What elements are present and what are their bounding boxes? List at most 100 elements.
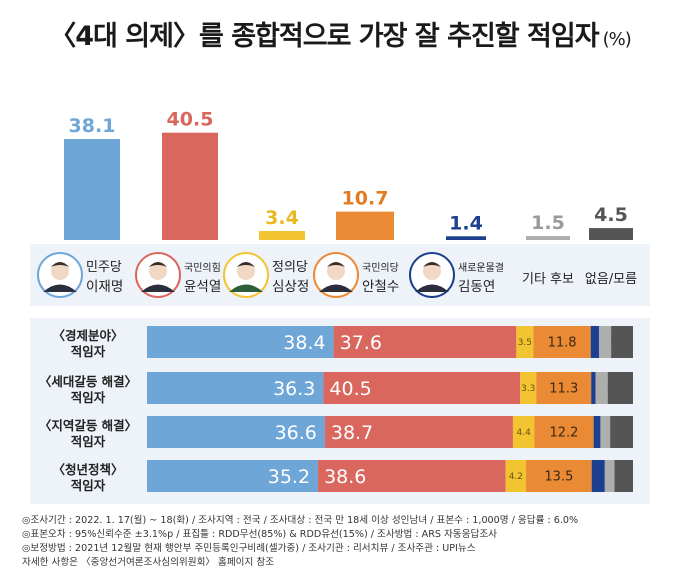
avatar-body-icon [43,284,77,292]
stacked-value-label: 40.5 [329,378,371,400]
candidate-name-label: 윤석열 [184,279,221,295]
footnote-line: 자세한 사항은 〈중앙선거여론조사심의위원회〉 홈페이지 참조 [22,557,275,568]
stacked-segment [512,416,535,448]
stacked-segment [526,460,592,492]
candidate-value-label: 1.5 [531,212,565,234]
stacked-segment [611,326,633,358]
avatar-body-icon [415,284,449,292]
stacked-value-label: 37.6 [340,332,382,354]
stacked-segment [595,372,608,404]
stacked-segment [147,326,334,358]
stacked-segment [591,372,596,404]
candidate-name-label: 이재명 [86,279,123,295]
stacked-value-label: 3.3 [521,384,535,394]
candidate-party-label: 정의당 [272,260,308,275]
row-label: 적임자 [71,478,106,493]
candidate-party-label: 새로운물결 [458,262,504,274]
candidate-avatar [135,252,181,298]
avatar-body-icon [319,284,353,292]
avatar-hair-icon [51,262,69,267]
footnote-line: ◎표본오차 : 95%신뢰수준 ±3.1%p / 표집틀 : RDD무선(85%… [22,529,498,540]
stacked-segment [324,416,513,448]
avatar-body-icon [229,284,263,292]
stacked-segment [147,416,325,448]
candidate-bar [162,132,218,240]
candidate-name-label: 심상정 [272,279,309,295]
stacked-segment [505,460,527,492]
candidate-name-label: 기타 후보 [522,272,574,287]
stacked-segment [333,326,517,358]
candidate-bar [64,139,120,240]
row-label: 적임자 [71,390,106,405]
avatar-hair-icon [237,262,255,267]
footnote-line: ◎조사기간 : 2022. 1. 17(월) ~ 18(화) / 조사지역 : … [22,515,579,526]
row-label: 〈경제분야〉 [52,328,123,343]
stacked-value-label: 11.3 [549,382,578,397]
stacked-segment [534,416,594,448]
candidate-party-label: 국민의당 [362,262,399,274]
stacked-value-label: 13.5 [544,470,573,485]
stacked-segment [147,372,324,404]
stacked-segment [147,460,319,492]
unit-label: (%) [602,29,632,50]
stacked-value-label: 35.2 [268,466,310,488]
candidate-bar [589,228,633,240]
stacked-value-label: 38.4 [283,332,325,354]
avatar-face-icon [51,262,69,280]
stacked-value-label: 11.8 [548,336,577,351]
stacked-segment [604,460,615,492]
stacked-value-label: 3.5 [518,338,532,348]
row-label: 〈세대갈등 해결〉 [39,374,137,389]
candidate-party-label: 국민의힘 [184,262,221,274]
footnote-line: ◎보정방법 : 2021년 12월말 현재 행안부 주민등록인구비례(셀가중) … [22,543,476,554]
candidate-name-label: 안철수 [362,279,399,295]
candidate-avatar [409,252,455,298]
stacked-segment [323,372,521,404]
stacked-value-label: 36.3 [273,378,315,400]
stacked-segment [600,416,611,448]
candidate-value-label: 3.4 [265,207,299,229]
avatar-face-icon [237,262,255,280]
candidate-value-label: 38.1 [69,115,116,137]
stacked-segment [590,326,599,358]
candidate-bar [259,230,305,240]
stacked-segment [516,326,534,358]
stacked-segment [598,326,612,358]
avatar-face-icon [327,262,345,280]
avatar-hair-icon [327,262,345,267]
avatar-face-icon [149,262,167,280]
row-label: 적임자 [71,434,106,449]
chart-title: 〈4대 의제〉를 종합적으로 가장 잘 추진할 적임자 (%) [0,14,680,53]
candidate-name-label: 김동연 [458,279,495,295]
candidate-avatar [313,252,359,298]
stacked-segment [614,460,633,492]
candidate-bar [336,211,394,240]
candidate-value-label: 10.7 [342,188,389,210]
stacked-value-label: 36.6 [275,422,317,444]
candidate-party-label: 민주당 [86,260,122,275]
candidate-avatar [223,252,269,298]
avatar-face-icon [423,262,441,280]
stacked-segment [318,460,506,492]
stacked-segment [610,416,633,448]
stacked-value-label: 12.2 [550,426,579,441]
title-text: 〈4대 의제〉를 종합적으로 가장 잘 추진할 적임자 [49,21,599,52]
stacked-value-label: 4.2 [509,472,523,482]
avatar-hair-icon [149,262,167,267]
stacked-value-label: 4.4 [516,428,531,438]
survey-footnote: ◎조사기간 : 2022. 1. 17(월) ~ 18(화) / 조사지역 : … [22,514,662,570]
stacked-segment [593,416,601,448]
stacked-segment [591,460,605,492]
candidate-bar [526,236,570,240]
stacked-segment [520,372,537,404]
row-label: 〈지역갈등 해결〉 [39,418,137,433]
stacked-segment [607,372,633,404]
stacked-segment [536,372,592,404]
candidate-bar [446,236,486,240]
stacked-value-label: 38.6 [324,466,366,488]
candidate-name-label: 없음/모름 [585,272,637,287]
avatar-hair-icon [423,262,441,267]
row-label: 〈청년정책〉 [52,462,123,477]
